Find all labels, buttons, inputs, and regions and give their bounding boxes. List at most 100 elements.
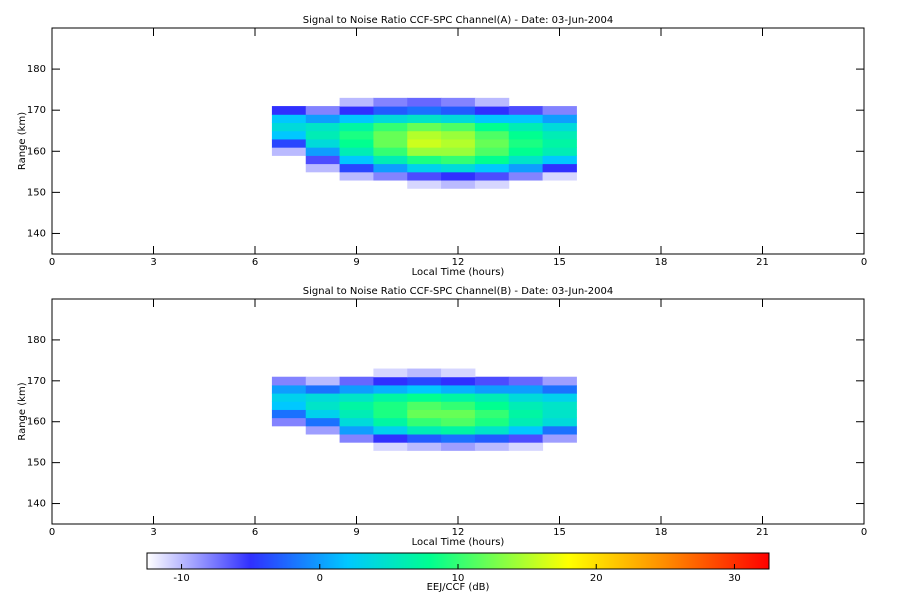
heat-cell: [474, 417, 510, 427]
heat-cell: [542, 114, 577, 124]
heat-cell: [474, 138, 510, 148]
heat-cell: [339, 114, 374, 124]
heat-cell: [271, 409, 307, 419]
heat-cell: [339, 171, 374, 181]
heat-cell: [339, 130, 374, 140]
y-tick-label: 140: [27, 499, 46, 510]
heat-cell: [407, 171, 442, 181]
heat-cell: [474, 114, 510, 124]
y-tick-label: 150: [27, 458, 46, 469]
heat-cell: [441, 155, 476, 165]
heat-cell: [373, 114, 408, 124]
heat-cell: [542, 106, 577, 115]
heat-cell: [305, 384, 341, 394]
x-tick-label: 0: [861, 527, 867, 538]
heat-cell: [474, 122, 510, 132]
heat-cell: [407, 434, 442, 443]
heat-cell: [542, 163, 577, 173]
heat-cell: [542, 376, 577, 386]
x-tick-label: 9: [353, 257, 359, 268]
heat-cell: [508, 138, 544, 148]
heat-cell: [305, 106, 341, 115]
y-tick-label: 150: [27, 187, 46, 198]
heat-cell: [508, 434, 544, 443]
colorbar-tick-label: 0: [317, 573, 323, 584]
heat-cell: [441, 106, 476, 115]
x-axis-label: Local Time (hours): [412, 537, 505, 548]
y-tick-label: 180: [27, 64, 46, 75]
heat-cell: [508, 442, 544, 451]
x-tick-label: 12: [452, 527, 465, 538]
colorbar-tick-label: 20: [590, 573, 603, 584]
heat-cell: [271, 138, 307, 148]
heat-cell: [407, 155, 442, 165]
x-tick-label: 3: [150, 257, 156, 268]
heat-cell: [271, 122, 307, 132]
heat-cell: [373, 384, 408, 394]
heat-cell: [542, 384, 577, 394]
heat-cell: [441, 417, 476, 427]
heat-cell: [508, 384, 544, 394]
heat-cell: [271, 393, 307, 402]
x-tick-label: 9: [353, 527, 359, 538]
heat-cell: [542, 393, 577, 402]
heat-cell: [339, 106, 374, 115]
heat-cell: [508, 401, 544, 410]
colorbar-tick-label: -10: [173, 573, 189, 584]
heat-cell: [474, 147, 510, 156]
y-axis-label: Range (km): [17, 112, 28, 170]
x-tick-label: 6: [252, 527, 258, 538]
heat-cell: [542, 122, 577, 132]
heat-cell: [441, 122, 476, 132]
heat-cell: [441, 180, 476, 189]
heat-cell: [339, 376, 374, 386]
heat-cell: [373, 376, 408, 386]
heat-cell: [305, 138, 341, 148]
heat-cell: [305, 409, 341, 419]
heat-cell: [373, 122, 408, 132]
heat-cell: [441, 434, 476, 443]
y-tick-label: 170: [27, 105, 46, 116]
heat-cell: [407, 417, 442, 427]
heat-cell: [441, 97, 476, 107]
colorbar-tick-label: 30: [728, 573, 741, 584]
heat-cell: [508, 376, 544, 386]
y-tick-label: 140: [27, 228, 46, 239]
heat-cell: [441, 393, 476, 402]
heat-cell: [373, 368, 408, 378]
heat-cell: [407, 180, 442, 189]
heat-cell: [474, 434, 510, 443]
heat-cell: [542, 155, 577, 165]
heat-cell: [339, 138, 374, 148]
heat-cell: [407, 106, 442, 115]
heat-cell: [474, 393, 510, 402]
heat-cell: [339, 147, 374, 156]
x-tick-label: 0: [861, 257, 867, 268]
heat-cell: [373, 401, 408, 410]
heat-cell: [407, 147, 442, 156]
heat-cell: [407, 384, 442, 394]
heat-cell: [542, 147, 577, 156]
heat-cell: [508, 130, 544, 140]
heat-cell: [407, 122, 442, 132]
heat-cell: [441, 114, 476, 124]
heat-cell: [441, 130, 476, 140]
panel-title: Signal to Noise Ratio CCF-SPC Channel(A)…: [303, 15, 613, 26]
x-tick-label: 3: [150, 527, 156, 538]
heat-cell: [508, 114, 544, 124]
heat-cell: [305, 114, 341, 124]
heat-cell: [339, 97, 374, 107]
heat-cell: [305, 122, 341, 132]
heat-cell: [305, 376, 341, 386]
heat-cell: [542, 434, 577, 443]
heat-cell: [474, 401, 510, 410]
heat-cell: [407, 97, 442, 107]
heat-cell: [305, 417, 341, 427]
heat-cell: [474, 171, 510, 181]
heat-cell: [508, 106, 544, 115]
colorbar-label: EEJ/CCF (dB): [427, 582, 490, 593]
heat-cell: [339, 401, 374, 410]
heat-cell: [339, 417, 374, 427]
heat-cell: [271, 417, 307, 427]
heat-cell: [407, 401, 442, 410]
